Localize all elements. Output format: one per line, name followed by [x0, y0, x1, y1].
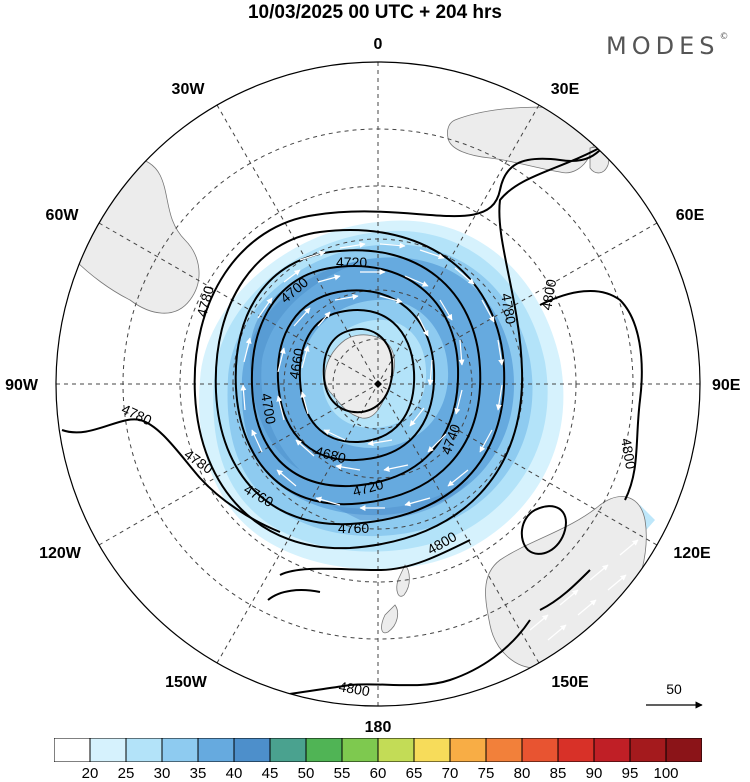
lon-label-30w: 30W — [172, 81, 206, 98]
colorbar-swatch — [485, 738, 523, 762]
colorbar-tick-label: 70 — [441, 765, 459, 782]
contour-4800-ring — [267, 589, 321, 601]
map-title: 10/03/2025 00 UTC + 204 hrs — [247, 2, 503, 23]
contour-4800-east — [539, 289, 643, 501]
contour-4740 — [234, 249, 482, 506]
colorbar-swatch — [629, 738, 667, 762]
colorbar-tick-label: 100 — [653, 765, 679, 782]
lon-label-90w: 90W — [5, 377, 39, 394]
colorbar-swatch — [593, 738, 631, 762]
colorbar-tick-label: 50 — [297, 765, 315, 782]
contour-labels: 4720 4700 4660 4700 4680 4720 4740 4760 … — [119, 254, 639, 699]
height-contours — [61, 144, 643, 706]
brand-name: MODES — [606, 32, 720, 60]
contour-label: 4800 — [538, 278, 559, 312]
colorbar-tick-label: 45 — [261, 765, 279, 782]
colorbar-swatch — [449, 738, 487, 762]
contour-label: 4800 — [338, 678, 372, 699]
colorbar-swatch — [305, 738, 343, 762]
colorbar-swatch — [269, 738, 307, 762]
contour-4680 — [298, 309, 416, 444]
contour-label: 4780 — [119, 401, 154, 429]
colorbar-swatch — [341, 738, 379, 762]
colorbar-swatch — [521, 738, 559, 762]
new-zealand-north — [396, 564, 410, 597]
contour-label: 4800 — [618, 437, 639, 471]
colorbar-swatch — [161, 738, 199, 762]
shade-ring-40 — [241, 257, 515, 516]
colorbar-tick-label: 55 — [333, 765, 351, 782]
lon-label-180: 180 — [365, 719, 392, 735]
lon-label-120e: 120E — [673, 545, 711, 562]
lon-label-0: 0 — [374, 36, 383, 53]
wind-vectors — [240, 241, 639, 641]
colorbar-tick-label: 30 — [153, 765, 171, 782]
shade-patch-45 — [249, 262, 360, 470]
colorbar-tick-label: 60 — [369, 765, 387, 782]
colorbar-tick-label: 20 — [81, 765, 99, 782]
longitude-labels: 0 30E 60E 90E 120E 150E 180 150W 120W 90… — [5, 36, 741, 735]
contour-label: 4660 — [286, 347, 307, 381]
reference-vector: 50 — [646, 681, 703, 709]
contour-4800-south — [279, 539, 471, 576]
contour-4700 — [276, 289, 436, 462]
lon-label-60e: 60E — [676, 207, 705, 224]
colorbar — [54, 738, 702, 762]
colorbar-swatch — [54, 738, 91, 762]
colorbar-tick-label: 40 — [225, 765, 243, 782]
colorbar-swatch — [233, 738, 271, 762]
map-frame — [55, 61, 701, 707]
colorbar-swatch — [377, 738, 415, 762]
brand-mark: © — [719, 32, 729, 42]
lon-label-90e: 90E — [712, 377, 741, 394]
colorbar-tick-label: 90 — [585, 765, 603, 782]
colorbar-swatch — [197, 738, 235, 762]
contour-4780 — [193, 144, 606, 550]
colorbar-tick-label: 65 — [405, 765, 423, 782]
polar-map: 4720 4700 4660 4700 4680 4720 4740 4760 … — [5, 36, 741, 735]
contour-label: 4780 — [498, 292, 519, 326]
contour-4760 — [214, 229, 506, 526]
colorbar-swatch — [125, 738, 163, 762]
colorbar-swatch — [665, 738, 702, 762]
lon-label-150e: 150E — [551, 674, 589, 691]
contour-label: 4720 — [336, 254, 367, 270]
colorbar-tick-label: 25 — [117, 765, 135, 782]
contour-4800-wedge — [539, 569, 591, 611]
antarctica — [324, 334, 395, 419]
pole-marker — [374, 380, 382, 388]
south-america — [67, 155, 200, 314]
colorbar-swatch — [413, 738, 451, 762]
colorbar-tick-label: 85 — [549, 765, 567, 782]
contour-label: 4760 — [338, 520, 369, 536]
contour-label: 4720 — [351, 476, 385, 500]
lon-label-60w: 60W — [46, 207, 80, 224]
contour-label: 4680 — [313, 443, 347, 467]
contour-4660 — [322, 327, 394, 414]
brand-logo: MODES© — [606, 32, 728, 60]
colorbar-swatch — [89, 738, 127, 762]
contour-4720 — [250, 265, 460, 488]
lon-label-30e: 30E — [551, 81, 580, 98]
new-zealand-south — [381, 604, 399, 634]
contour-closed-4800 — [520, 505, 567, 555]
lon-label-120w: 120W — [39, 545, 82, 562]
lon-label-150w: 150W — [165, 674, 208, 691]
colorbar-tick-label: 75 — [477, 765, 495, 782]
contour-label: 4780 — [193, 284, 217, 318]
contour-label: 4700 — [258, 392, 279, 426]
contour-4780-west — [61, 418, 281, 533]
colorbar-tick-label: 35 — [189, 765, 207, 782]
colorbar-swatch — [557, 738, 595, 762]
colorbar-tick-label: 80 — [513, 765, 531, 782]
colorbar-tick-label: 95 — [621, 765, 639, 782]
contour-4800-outer — [239, 619, 531, 706]
reference-vector-label: 50 — [666, 681, 682, 697]
